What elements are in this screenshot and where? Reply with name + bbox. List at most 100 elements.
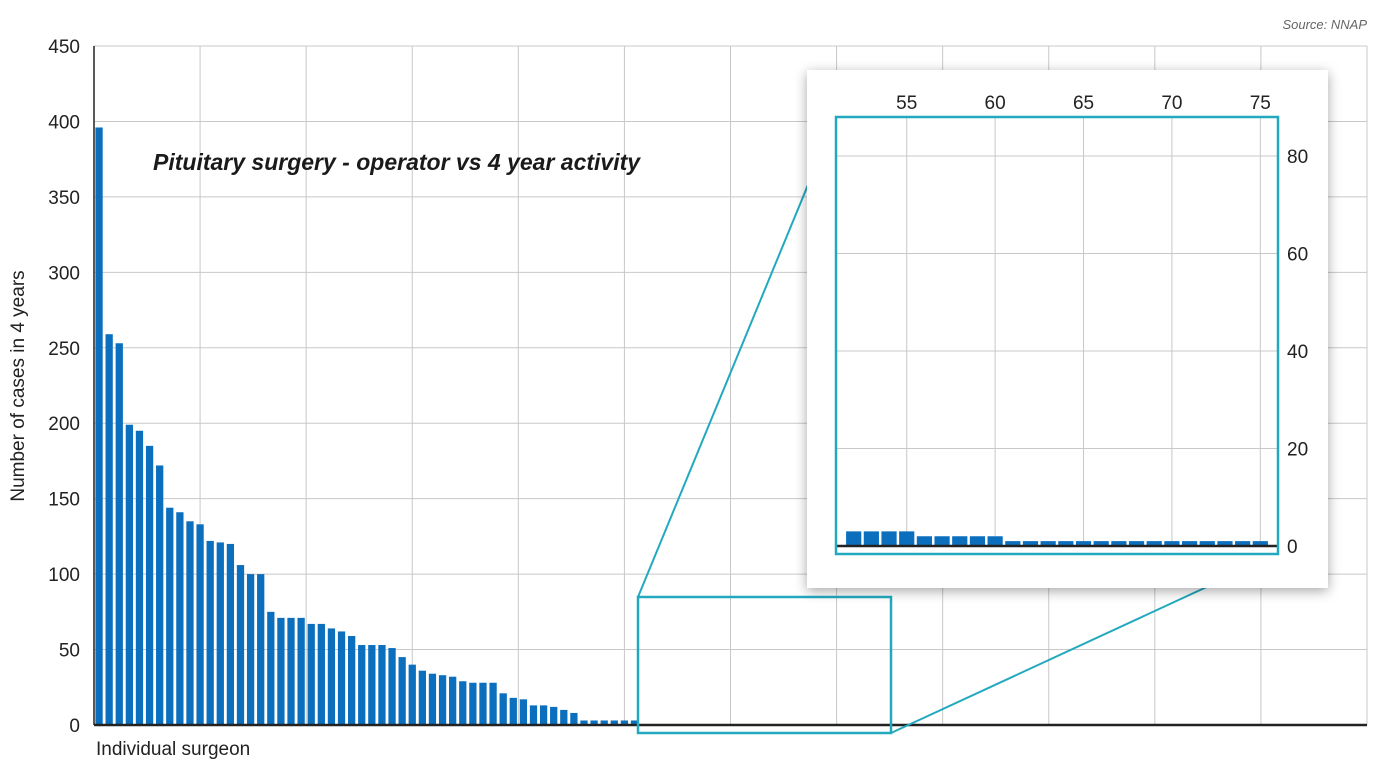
bar	[630, 720, 639, 725]
bar	[125, 424, 133, 725]
inset-y-tick-label: 40	[1287, 342, 1308, 363]
inset-bar	[916, 536, 933, 546]
inset-bar	[1146, 541, 1162, 546]
y-tick-label: 300	[48, 263, 80, 284]
inset-y-tick-label: 80	[1287, 147, 1308, 168]
bar	[226, 543, 235, 725]
bar	[590, 720, 598, 725]
bar	[257, 574, 265, 725]
y-tick-label: 50	[59, 641, 80, 662]
inset-bar	[1058, 541, 1074, 546]
main-axes	[93, 46, 1367, 727]
inset-bar	[952, 536, 968, 546]
bar	[580, 720, 588, 725]
inset-y-tick-label: 0	[1287, 537, 1298, 558]
bar	[236, 565, 245, 725]
bar	[196, 524, 204, 725]
bar	[358, 645, 366, 725]
zoom-connector-left	[637, 116, 837, 598]
inset-bars	[846, 531, 1268, 546]
inset-bar	[1022, 541, 1039, 546]
y-tick-label: 250	[48, 339, 80, 360]
bar	[418, 670, 426, 725]
y-tick-label: 200	[48, 414, 80, 435]
y-tick-label: 150	[48, 490, 80, 511]
inset-y-tick-label: 60	[1287, 245, 1308, 266]
inset-bar	[1217, 541, 1233, 546]
bar	[277, 617, 285, 725]
bar	[156, 465, 164, 725]
bar	[115, 343, 123, 725]
inset-frame	[834, 115, 1280, 556]
bar	[206, 540, 214, 725]
bar	[267, 611, 275, 725]
inset-x-tick-label: 65	[1073, 93, 1094, 114]
inset-panel: 55 60 65 70 75 0 20 40 60 80	[807, 70, 1328, 588]
inset-bar	[934, 536, 950, 546]
inset-y-tick-label: 20	[1287, 440, 1308, 461]
bar	[509, 697, 517, 725]
inset-bar	[1075, 541, 1092, 546]
bar	[489, 682, 497, 725]
inset-bar	[1235, 541, 1251, 546]
y-tick-label: 100	[48, 565, 80, 586]
inset-x-tick-label: 60	[985, 93, 1006, 114]
main-bars	[95, 127, 639, 726]
source-note: Source: NNAP	[1282, 17, 1367, 32]
chart-title: Pituitary surgery - operator vs 4 year a…	[153, 149, 641, 175]
inset-bar	[1164, 541, 1180, 546]
x-axis-label: Individual surgeon	[96, 739, 250, 760]
inset-x-tick-labels: 55 60 65 70 75	[896, 93, 1271, 114]
bar	[570, 712, 578, 725]
bar	[327, 628, 336, 725]
y-tick-label: 450	[48, 37, 80, 58]
bar	[368, 645, 376, 725]
inset-x-tick-label: 55	[896, 93, 917, 114]
inset-bar	[1181, 541, 1198, 546]
bar	[479, 682, 487, 725]
bar	[95, 127, 103, 726]
inset-x-tick-label: 70	[1161, 93, 1182, 114]
bar	[600, 720, 608, 725]
inset-bar	[969, 536, 986, 546]
inset-bar	[863, 531, 879, 546]
inset-gridlines	[836, 117, 1278, 546]
bar	[317, 623, 325, 725]
bar	[105, 334, 113, 725]
bar	[469, 682, 477, 725]
inset-background	[807, 70, 1328, 588]
inset-bar	[899, 531, 915, 546]
bar	[610, 720, 618, 725]
bar	[459, 681, 467, 725]
bar	[287, 617, 295, 725]
inset-bar	[1005, 541, 1021, 546]
inset-bar	[1252, 541, 1268, 546]
bar	[550, 706, 558, 725]
inset-bar	[1199, 541, 1215, 546]
bar	[388, 648, 396, 725]
inset-bar	[987, 536, 1003, 546]
bar	[620, 720, 629, 725]
bar	[186, 521, 194, 725]
y-tick-label: 0	[69, 716, 80, 737]
bar	[529, 705, 538, 725]
bar	[398, 657, 406, 725]
inset-bar	[1040, 541, 1056, 546]
y-tick-labels: 0 50 100 150 200 250 300 350 400 450	[48, 37, 80, 737]
bar	[145, 445, 154, 725]
zoom-rectangle	[636, 595, 893, 735]
bar	[378, 645, 386, 725]
inset-bar	[846, 531, 862, 546]
inset-bar	[1128, 541, 1145, 546]
bar	[519, 699, 528, 725]
inset-x-tick-label: 75	[1250, 93, 1271, 114]
bar	[246, 574, 255, 725]
bar	[166, 507, 174, 725]
inset-bar	[881, 531, 897, 546]
bar	[408, 664, 416, 725]
bar	[176, 512, 184, 725]
bar	[539, 705, 548, 725]
y-tick-label: 350	[48, 188, 80, 209]
y-axis-label: Number of cases in 4 years	[8, 270, 29, 501]
